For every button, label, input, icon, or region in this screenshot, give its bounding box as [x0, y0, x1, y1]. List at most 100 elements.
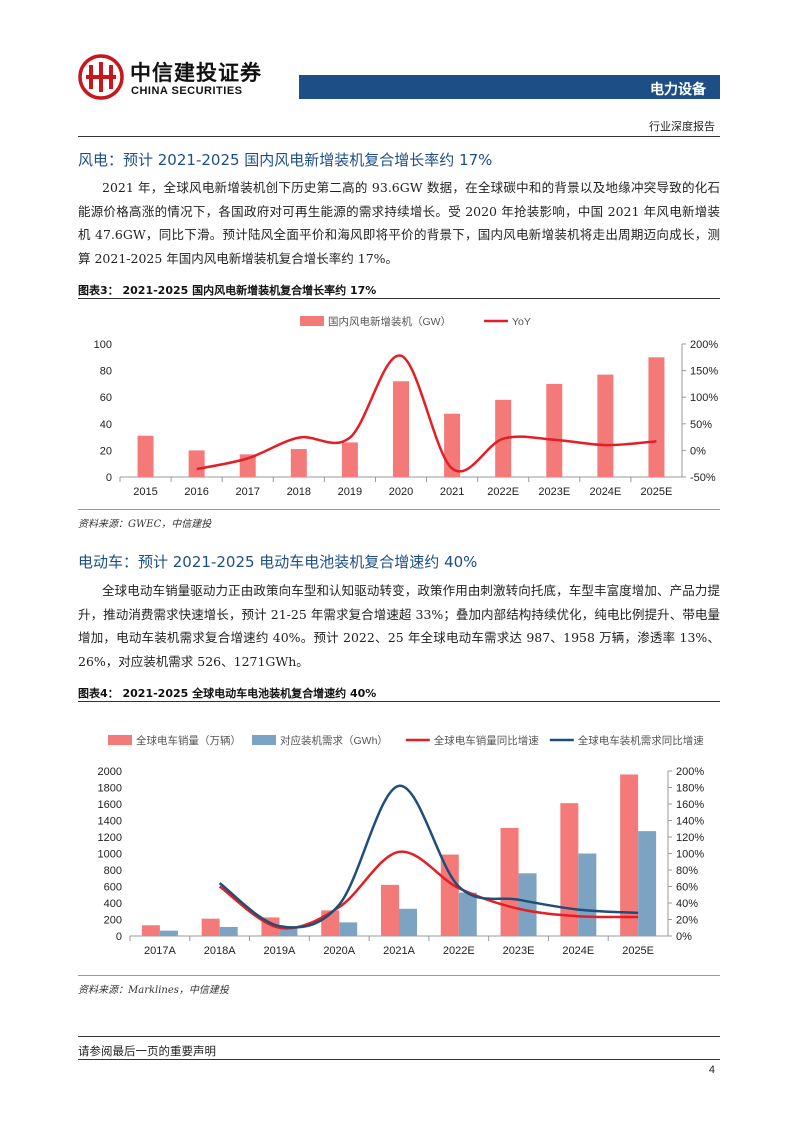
- y-tick-label: 1600: [98, 799, 122, 811]
- y-tick-label: 1000: [98, 849, 122, 861]
- y2-tick-label: 150%: [690, 366, 718, 378]
- bar-primary: [393, 381, 409, 477]
- y2-tick-label: 160%: [676, 799, 704, 811]
- bar-primary: [290, 449, 307, 477]
- bar-primary: [381, 884, 399, 936]
- report-type: 行业深度报告: [649, 120, 715, 133]
- page-number: 4: [708, 1064, 715, 1076]
- y2-tick-label: 100%: [690, 392, 718, 404]
- legend-label: 全球电车销量（万辆）: [136, 734, 241, 747]
- figure3-label: 图表3：: [78, 284, 119, 297]
- y-tick-label: 100: [94, 339, 112, 351]
- legend-label: 全球电车装机需求同比增速: [578, 734, 704, 747]
- legend-label: 全球电车销量同比增速: [434, 734, 539, 747]
- bar-secondary: [518, 873, 537, 936]
- y-tick-label: 80: [100, 366, 112, 378]
- bar-secondary: [578, 853, 597, 936]
- header-bar: 电力设备: [299, 75, 720, 99]
- bar-secondary: [638, 831, 657, 936]
- series-line-red: [196, 354, 657, 473]
- paragraph-wind: 2021 年，全球风电新增装机创下历史第二高的 93.6GW 数据，在全球碳中和…: [78, 180, 720, 266]
- bar-secondary: [159, 930, 178, 936]
- logo-text-cn: 中信建投证券: [130, 61, 262, 85]
- legend-swatch: [300, 316, 324, 326]
- series-line-red: [218, 850, 639, 930]
- x-tick-label: 2021: [440, 486, 464, 498]
- legend-label: YoY: [512, 316, 531, 328]
- x-tick-label: 2018: [287, 486, 311, 498]
- bar-primary: [500, 827, 519, 936]
- y-tick-label: 0: [106, 472, 112, 484]
- x-tick-label: 2025E: [641, 486, 673, 498]
- header-divider: [78, 136, 720, 137]
- figure4-label: 图表4：: [78, 687, 119, 700]
- y2-tick-label: 20%: [676, 915, 698, 927]
- y2-tick-label: 40%: [676, 898, 698, 910]
- figure3-bottom-rule: [78, 509, 720, 510]
- industry-label: 电力设备: [650, 82, 706, 98]
- bar-secondary: [279, 926, 298, 936]
- y2-tick-label: -50%: [690, 472, 716, 484]
- bar-primary: [201, 918, 220, 936]
- y-tick-label: 600: [104, 882, 122, 894]
- bar-secondary: [399, 908, 417, 936]
- legend-label: 对应装机需求（GWh）: [280, 734, 388, 747]
- y2-tick-label: 200%: [676, 766, 704, 778]
- section-title-ev: 电动车：预计 2021-2025 电动车电池装机复合增速约 40%: [78, 553, 478, 571]
- figure3-rule: [78, 298, 720, 299]
- bar-secondary: [458, 892, 477, 936]
- bar-primary: [620, 774, 639, 936]
- bar-primary: [341, 442, 358, 477]
- x-tick-label: 2022E: [487, 486, 519, 498]
- bar-primary: [597, 374, 614, 477]
- footer-divider-2: [78, 1059, 720, 1060]
- bar-primary: [648, 357, 665, 477]
- legend-swatch: [108, 735, 132, 745]
- x-tick-label: 2016: [184, 486, 208, 498]
- bar-primary: [141, 925, 160, 936]
- figure4-source: 资料来源：Marklines，中信建投: [78, 985, 229, 996]
- x-tick-label: 2017: [235, 486, 259, 498]
- y-tick-label: 400: [104, 898, 122, 910]
- y2-tick-label: 0%: [676, 931, 692, 943]
- bar-primary: [137, 435, 154, 477]
- y-tick-label: 40: [100, 419, 112, 431]
- figure4-caption: 2021-2025 全球电动车电池装机复合增速约 40%: [122, 687, 377, 700]
- bar-primary: [440, 854, 459, 936]
- x-tick-label: 2015: [133, 486, 157, 498]
- y-tick-label: 0: [116, 931, 122, 943]
- paragraph-ev: 全球电动车销量驱动力正由政策向车型和认知驱动转变，政策作用由刺激转向托底，车型丰…: [78, 583, 720, 669]
- x-tick-label: 2023E: [503, 945, 535, 957]
- figure3-caption: 2021-2025 国内风电新增装机复合增长率约 17%: [122, 284, 377, 297]
- section-title-wind: 风电：预计 2021-2025 国内风电新增装机复合增长率约 17%: [78, 151, 493, 169]
- bar-secondary: [339, 922, 358, 936]
- wind-chart: 0 20 40 60 80 100 -50% 0% 50% 100% 150% 200% 2015 201…: [94, 315, 719, 498]
- footer-divider: [78, 1036, 720, 1037]
- x-tick-label: 2022E: [443, 945, 475, 957]
- x-tick-label: 2020: [389, 486, 413, 498]
- y-tick-label: 60: [100, 392, 112, 404]
- legend-swatch: [252, 735, 276, 745]
- y2-tick-label: 140%: [676, 816, 704, 828]
- y-tick-label: 800: [104, 865, 122, 877]
- legend-label: 国内风电新增装机（GW）: [328, 315, 451, 328]
- x-tick-label: 2020A: [323, 945, 355, 957]
- y2-tick-label: 120%: [676, 832, 704, 844]
- disclaimer-note: 请参阅最后一页的重要声明: [78, 1044, 216, 1058]
- figure4-bottom-rule: [78, 975, 720, 976]
- bar-primary: [546, 383, 563, 477]
- bar-primary: [188, 450, 205, 477]
- y-tick-label: 1800: [98, 783, 122, 795]
- y-tick-label: 2000: [98, 766, 122, 778]
- x-tick-label: 2019A: [264, 945, 296, 957]
- y-tick-label: 20: [100, 445, 112, 457]
- x-tick-label: 2021A: [383, 945, 415, 957]
- bar-primary: [560, 803, 579, 936]
- y2-tick-label: 200%: [690, 339, 718, 351]
- bar-primary: [444, 413, 461, 477]
- y-tick-label: 1200: [98, 832, 122, 844]
- y2-tick-label: 0%: [690, 445, 706, 457]
- x-tick-label: 2024E: [562, 945, 594, 957]
- x-tick-label: 2023E: [538, 486, 570, 498]
- bar-secondary: [219, 926, 238, 936]
